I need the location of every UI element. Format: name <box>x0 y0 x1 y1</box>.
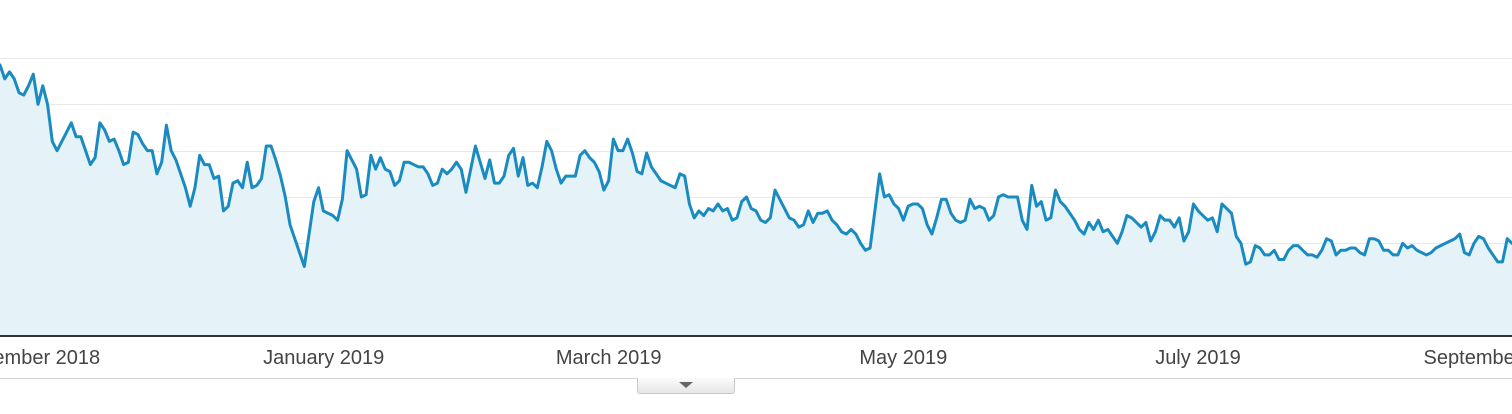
x-tick-label: July 2019 <box>1155 347 1241 369</box>
series-line-path <box>0 63 1512 268</box>
series-line <box>0 63 1512 268</box>
x-tick-label: January 2019 <box>263 347 384 369</box>
caret-down-icon <box>679 382 693 388</box>
x-tick-label: September 2019 <box>1424 347 1512 369</box>
x-tick-label: November 2018 <box>0 347 100 369</box>
collapse-chart-toggle-button[interactable] <box>637 378 735 394</box>
x-axis-tick-labels: November 2018 January 2019 March 2019 May 2… <box>0 347 1512 369</box>
series-area <box>0 64 1512 336</box>
x-tick-label: March 2019 <box>556 347 662 369</box>
x-tick-label: May 2019 <box>859 347 947 369</box>
series-area-fill <box>0 64 1512 336</box>
